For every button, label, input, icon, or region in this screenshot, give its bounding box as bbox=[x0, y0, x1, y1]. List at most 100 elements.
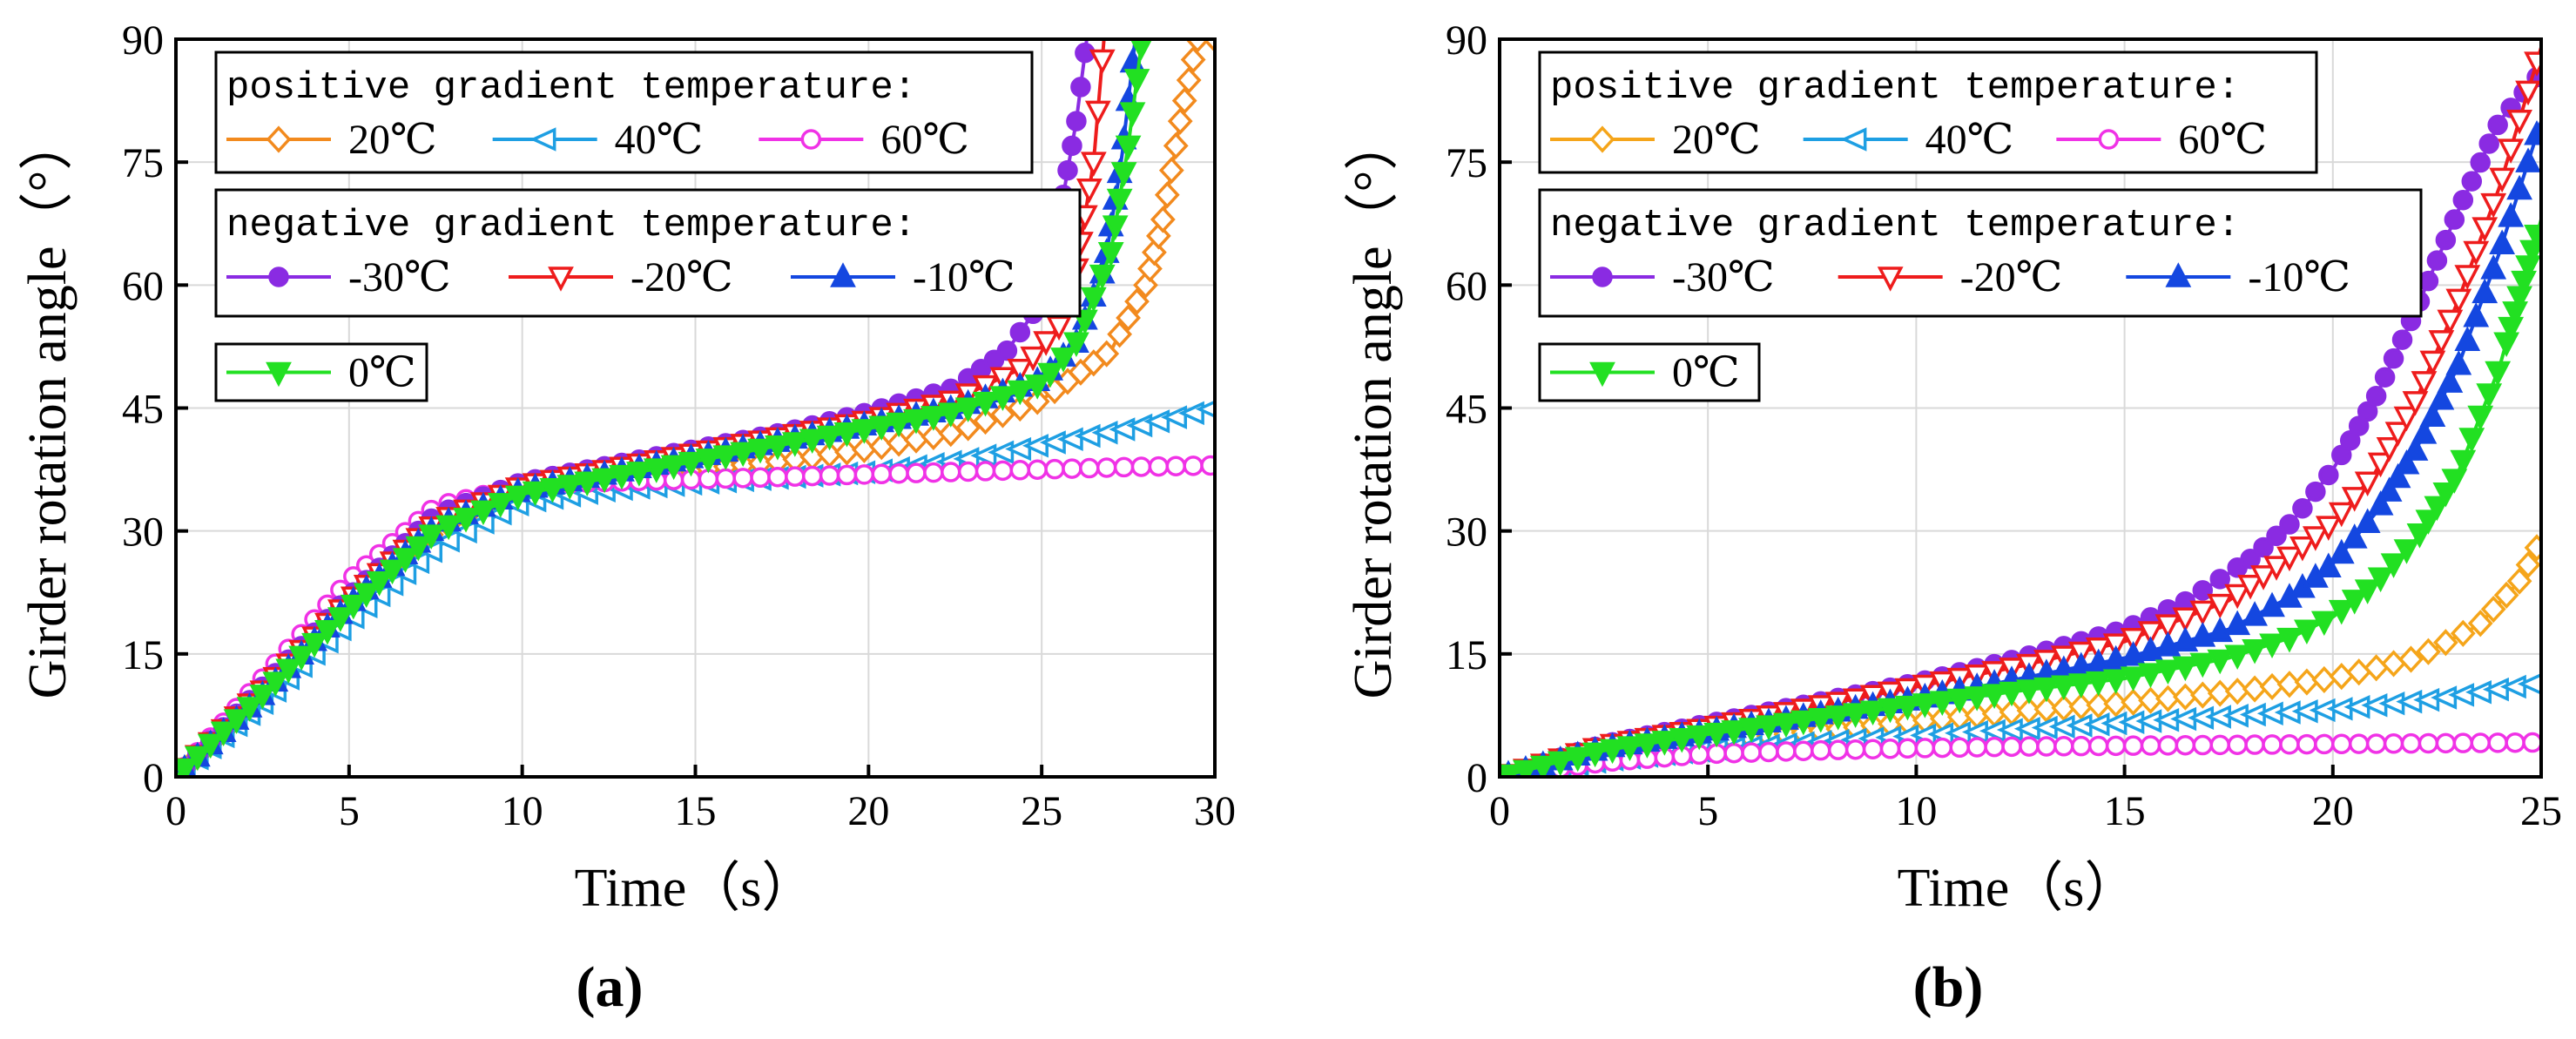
data-point bbox=[923, 462, 944, 483]
legend-label: 20℃ bbox=[348, 117, 437, 163]
data-point bbox=[1050, 347, 1076, 373]
x-tick-label: 10 bbox=[502, 788, 543, 834]
data-point bbox=[816, 425, 843, 451]
legend-item-60c: 60℃ bbox=[2056, 117, 2267, 163]
data-point bbox=[2498, 138, 2525, 164]
data-point bbox=[2381, 650, 2406, 678]
x-tick-label: 15 bbox=[2104, 788, 2146, 834]
data-point bbox=[2402, 435, 2429, 461]
data-point bbox=[2314, 733, 2335, 755]
data-point bbox=[556, 475, 583, 500]
data-point bbox=[2348, 733, 2370, 754]
data-point bbox=[851, 419, 878, 444]
data-point bbox=[1107, 320, 1133, 348]
data-point bbox=[1827, 739, 1849, 760]
data-point bbox=[2467, 610, 2493, 638]
data-point bbox=[1824, 705, 1851, 731]
data-point bbox=[1113, 456, 1135, 478]
data-point bbox=[2432, 629, 2458, 657]
data-point bbox=[2172, 607, 2199, 633]
legend-label: -30℃ bbox=[348, 254, 451, 300]
data-point bbox=[2016, 679, 2042, 705]
data-point bbox=[2452, 189, 2474, 211]
legend-marker bbox=[266, 125, 292, 153]
data-point bbox=[2524, 224, 2541, 250]
y-tick-label: 90 bbox=[1446, 17, 1487, 64]
data-point bbox=[2067, 673, 2094, 698]
data-point bbox=[1202, 39, 1215, 53]
legend-box bbox=[1538, 51, 2318, 174]
data-point bbox=[2517, 672, 2541, 695]
data-point bbox=[2033, 677, 2060, 703]
data-point bbox=[2051, 694, 2077, 722]
data-point bbox=[1176, 66, 1202, 94]
data-point bbox=[2458, 428, 2485, 453]
data-point bbox=[2137, 621, 2164, 646]
data-point bbox=[340, 594, 367, 620]
data-point bbox=[1079, 457, 1100, 479]
legend-item-minus10c: -10℃ bbox=[2126, 254, 2350, 300]
legend-item-60c: 60℃ bbox=[759, 117, 969, 163]
data-point bbox=[2402, 391, 2429, 416]
data-point bbox=[2419, 350, 2446, 376]
x-tick-label: 20 bbox=[847, 788, 889, 834]
data-point bbox=[392, 548, 419, 573]
data-point bbox=[1897, 738, 1919, 759]
data-point bbox=[2053, 736, 2074, 757]
x-tick-label: 0 bbox=[165, 788, 186, 834]
data-point bbox=[1084, 100, 1111, 126]
data-point bbox=[833, 422, 860, 448]
data-point bbox=[1634, 733, 1661, 759]
data-point bbox=[405, 536, 432, 562]
y-tick-label: 75 bbox=[122, 140, 164, 186]
legend-item-0c: 0℃ bbox=[1550, 350, 1740, 396]
data-point bbox=[2524, 120, 2541, 145]
y-tick-label: 45 bbox=[122, 387, 164, 433]
data-point bbox=[2331, 444, 2352, 466]
data-point bbox=[2036, 736, 2057, 757]
data-point bbox=[2515, 147, 2541, 172]
data-point bbox=[1102, 215, 1129, 240]
data-point bbox=[2428, 384, 2455, 410]
data-point bbox=[1066, 111, 1087, 132]
data-point bbox=[2279, 733, 2300, 755]
data-point bbox=[2398, 645, 2424, 673]
data-point bbox=[1116, 304, 1141, 332]
data-point bbox=[2470, 152, 2491, 173]
legend-title: negative gradient temperature: bbox=[226, 204, 916, 247]
data-point bbox=[2224, 584, 2251, 610]
chart-panel-a: 0 5 10 15 20 25 30 0 15 30 45 60 75 90 Time（s） Girder r… bbox=[18, 17, 1236, 1019]
data-point bbox=[2315, 552, 2342, 577]
data-point bbox=[2354, 471, 2381, 496]
data-point bbox=[1062, 135, 1082, 157]
data-point bbox=[2393, 449, 2420, 475]
data-point bbox=[2437, 368, 2464, 393]
data-point bbox=[1932, 737, 1953, 759]
data-point bbox=[2467, 405, 2494, 431]
data-point bbox=[2367, 567, 2394, 593]
data-point bbox=[660, 455, 687, 481]
data-point bbox=[2367, 452, 2394, 478]
data-point bbox=[2253, 536, 2274, 558]
data-point bbox=[1080, 287, 1107, 313]
data-point bbox=[990, 401, 1015, 428]
data-point bbox=[2192, 580, 2214, 601]
data-point bbox=[1037, 362, 1063, 388]
data-point bbox=[1894, 695, 1921, 721]
data-point bbox=[1163, 132, 1189, 159]
data-point bbox=[871, 463, 892, 485]
y-tick-label: 0 bbox=[1467, 755, 1487, 801]
data-point bbox=[2365, 733, 2387, 754]
data-point bbox=[2485, 361, 2512, 387]
data-point bbox=[1723, 742, 1744, 764]
data-point bbox=[2383, 733, 2404, 754]
data-point bbox=[2376, 437, 2403, 462]
data-point bbox=[2478, 133, 2499, 154]
data-point bbox=[1599, 739, 1626, 765]
data-point bbox=[1564, 746, 1591, 773]
data-point bbox=[2172, 626, 2199, 652]
data-point bbox=[678, 451, 705, 477]
data-point bbox=[1094, 340, 1120, 368]
data-point bbox=[2470, 732, 2491, 753]
data-point bbox=[1171, 87, 1197, 115]
